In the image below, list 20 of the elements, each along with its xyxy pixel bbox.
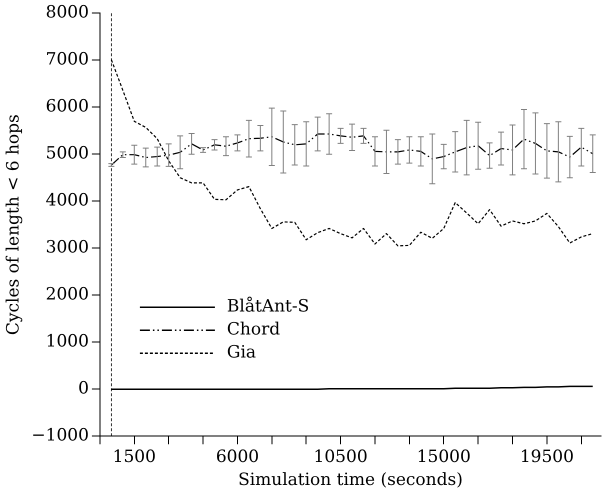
y-tick-label: 6000	[46, 96, 89, 117]
x-tick-label: 1500	[112, 446, 156, 467]
x-tick-label: 19500	[520, 446, 574, 467]
y-tick-label: 7000	[46, 50, 89, 70]
legend-label: Gia	[226, 342, 256, 363]
x-tick-label: 15000	[416, 446, 471, 467]
y-tick-label: 1000	[46, 332, 89, 352]
y-tick-label: 0	[78, 378, 89, 399]
legend-label: BlåtAnt-S	[226, 296, 310, 317]
y-tick-label: −1000	[31, 426, 89, 446]
y-tick-label: 4000	[46, 190, 89, 211]
y-tick-label: 2000	[46, 284, 89, 305]
y-axis-title: Cycles of length < 6 hops	[4, 114, 24, 336]
x-tick-label: 10500	[314, 446, 368, 467]
legend-label: Chord	[226, 320, 280, 340]
y-tick-label: 5000	[46, 144, 89, 164]
x-axis-title: Simulation time (seconds)	[238, 470, 463, 490]
y-tick-label: 3000	[46, 238, 89, 258]
x-tick-label: 6000	[216, 446, 260, 467]
y-tick-label: 8000	[46, 2, 89, 23]
